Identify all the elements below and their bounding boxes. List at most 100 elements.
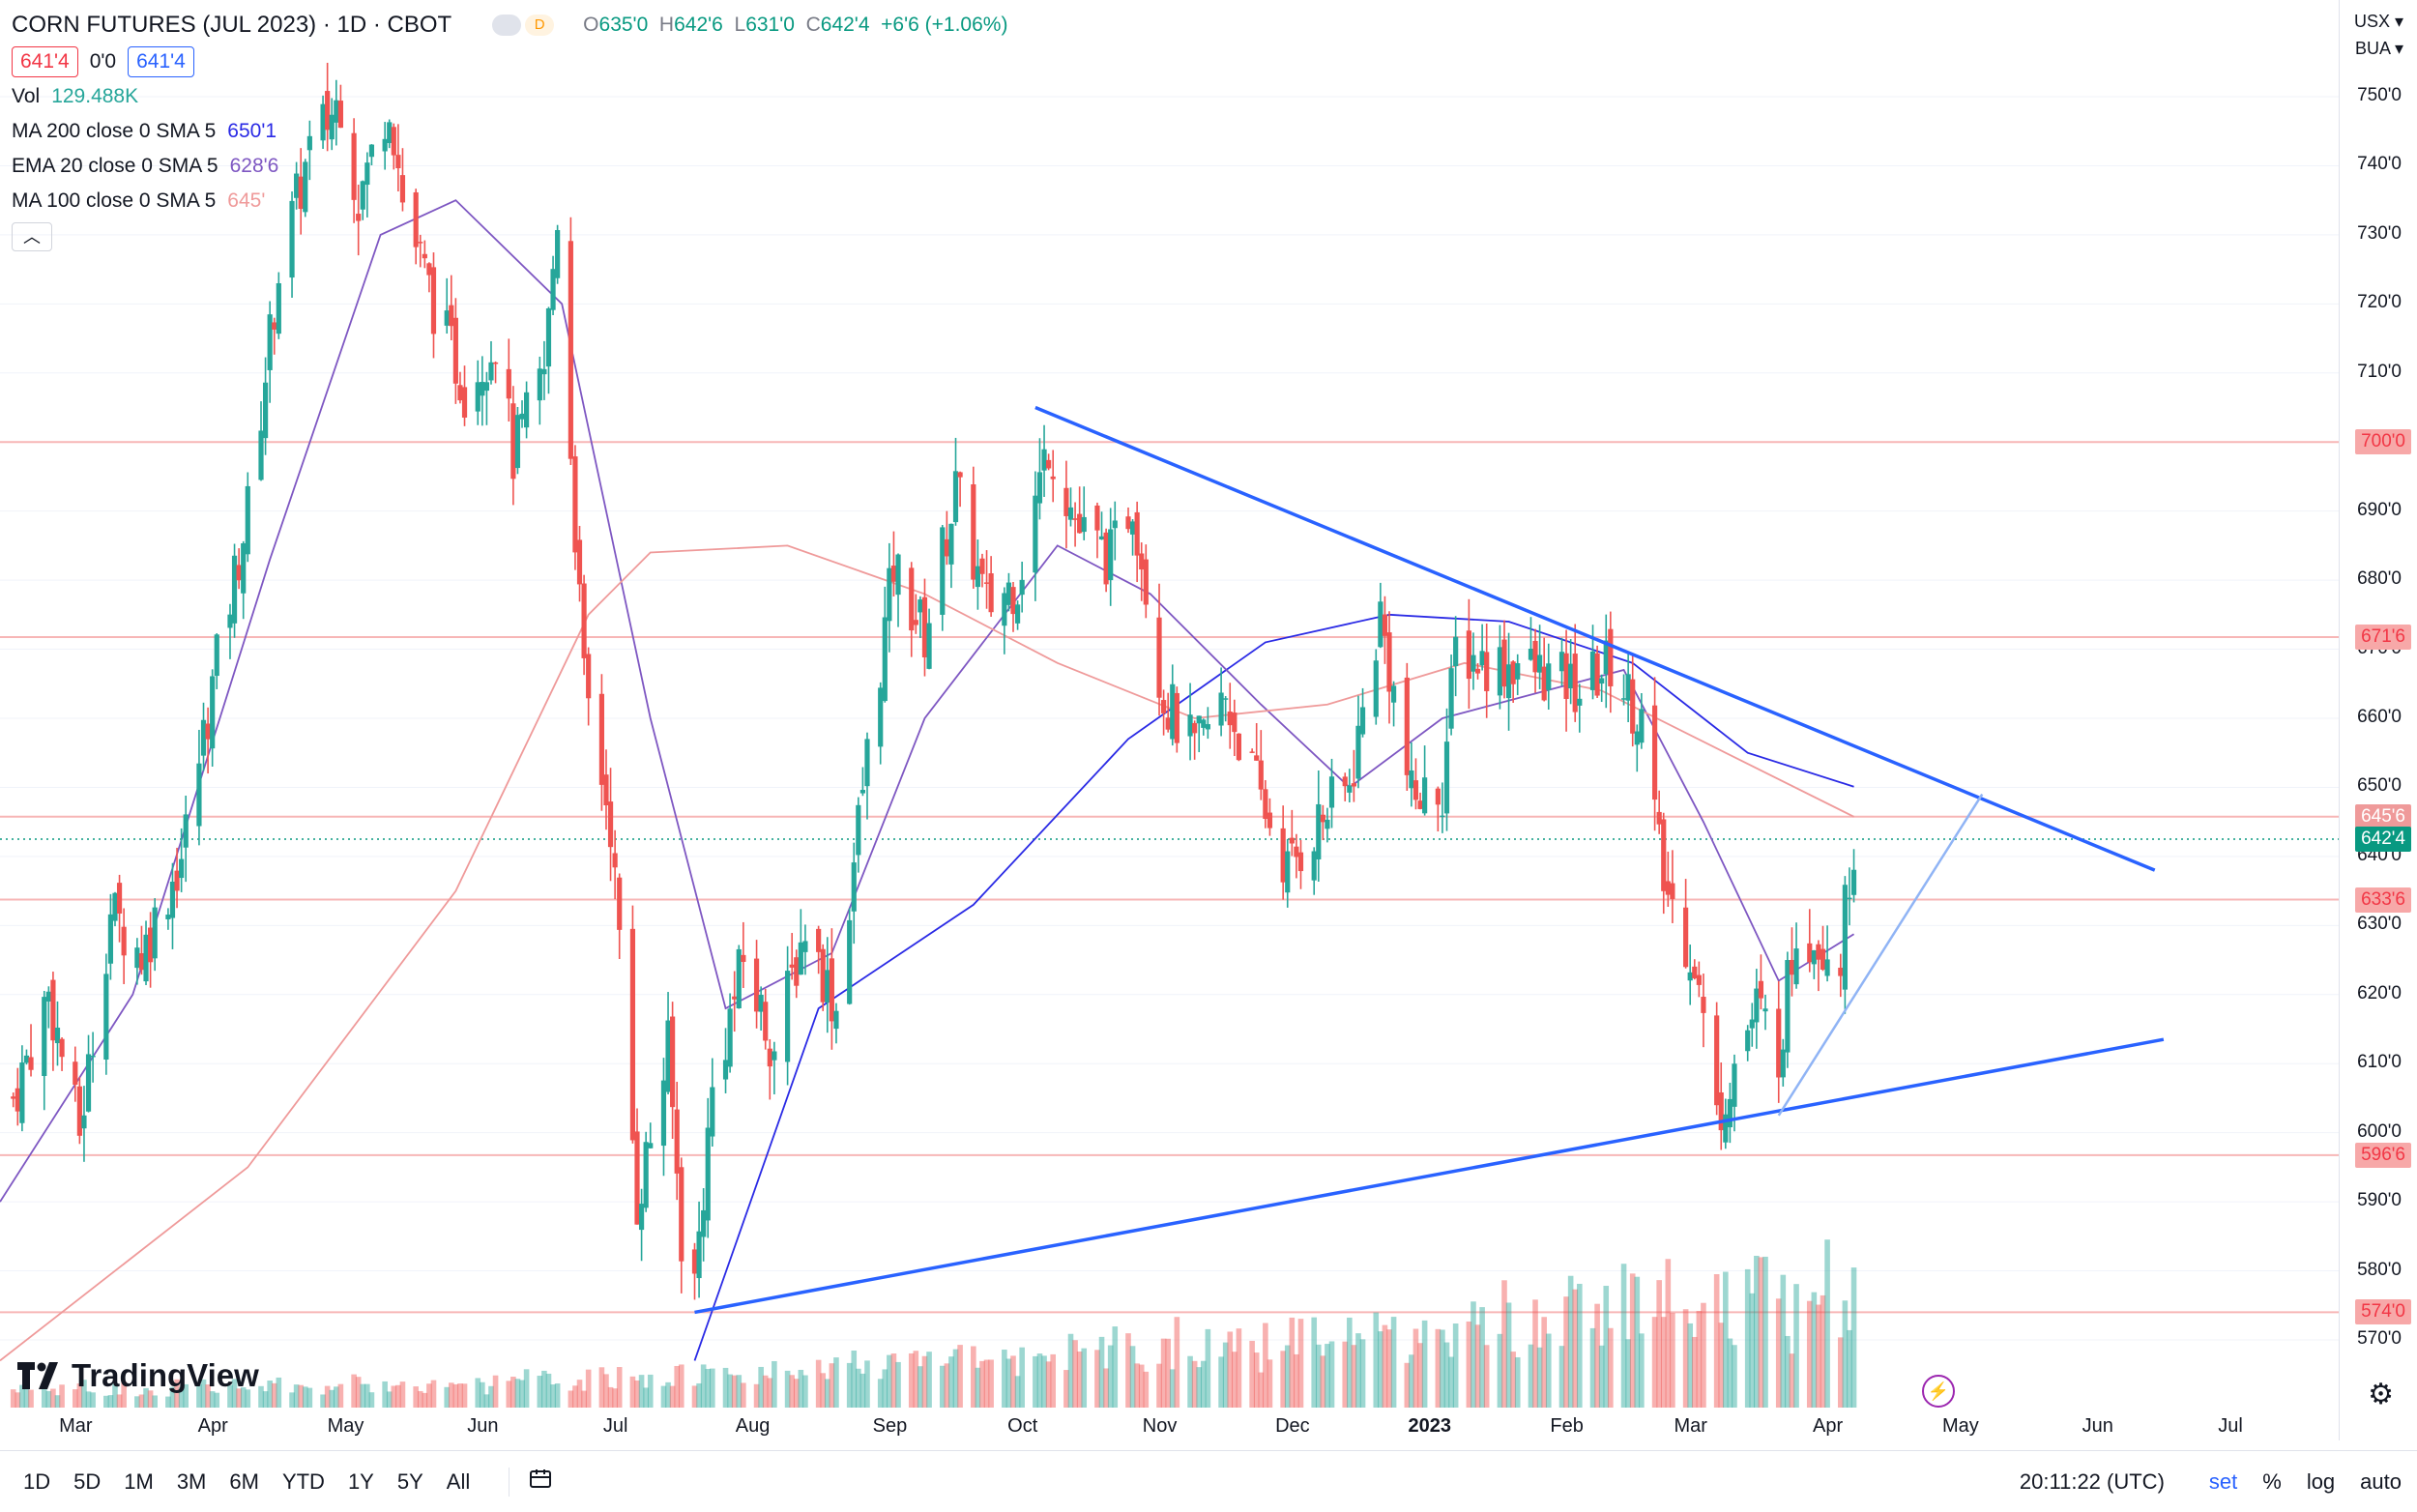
volume-bar [674, 1365, 680, 1408]
ask-price[interactable]: 641'4 [128, 46, 194, 77]
indicator-ma200[interactable]: MA 200 close 0 SMA 5 650'1 [12, 120, 277, 142]
time-tick-label: Aug [735, 1415, 771, 1437]
log-toggle[interactable]: log [2306, 1468, 2336, 1494]
bid-price[interactable]: 641'4 [12, 46, 78, 77]
trendline [1034, 405, 2156, 872]
volume-bar [908, 1352, 915, 1408]
volume-bar [820, 1373, 827, 1408]
candle-body [1014, 604, 1021, 624]
candle-body [483, 382, 490, 392]
volume-bar [1005, 1358, 1012, 1408]
candle-body [1718, 1091, 1724, 1131]
currency-selector[interactable]: USX ▾ BUA ▾ [2353, 12, 2403, 58]
candle-body [387, 122, 393, 144]
tf-5y[interactable]: 5Y [396, 1468, 423, 1494]
auto-toggle[interactable]: auto [2360, 1468, 2402, 1494]
volume-bar [488, 1385, 494, 1408]
tf-5d[interactable]: 5D [73, 1468, 102, 1494]
volume-bar [767, 1378, 773, 1408]
candle-body [1714, 1015, 1720, 1106]
volume-bar [289, 1392, 295, 1408]
set-toggle[interactable]: set [2208, 1468, 2238, 1494]
toggle-a[interactable] [492, 15, 522, 36]
time-tick-label: Apr [1813, 1415, 1844, 1437]
candle-body [1033, 495, 1038, 573]
volume-bar [660, 1385, 667, 1408]
percent-toggle[interactable]: % [2262, 1468, 2282, 1494]
candle-body [691, 1249, 698, 1274]
volume-bar [514, 1379, 521, 1408]
candle-body [1558, 652, 1565, 672]
volume-bar [1002, 1350, 1007, 1408]
tf-3m[interactable]: 3M [176, 1468, 207, 1494]
candle-body [196, 763, 202, 827]
time-tick-label: Apr [197, 1415, 228, 1437]
lightning-icon[interactable]: ⚡ [1922, 1375, 1955, 1408]
time-axis[interactable]: Mar Apr May Jun Jul Aug Sep Oct Nov Dec 2023 Feb Mar… [0, 1408, 2340, 1446]
candle-body [1297, 852, 1304, 872]
candle-body [957, 472, 963, 478]
indicator-vol[interactable]: Vol 129.488K [12, 85, 139, 107]
volume-bar [1723, 1271, 1729, 1408]
volume-bar [519, 1380, 525, 1408]
volume-bar [444, 1386, 451, 1408]
volume-bar [200, 1379, 207, 1408]
volume-bar [979, 1360, 985, 1408]
volume-bar [59, 1384, 65, 1408]
volume-bar [1412, 1328, 1419, 1408]
legend: CORN FUTURES (JUL 2023) · 1D · CBOT D O6… [12, 8, 1007, 251]
candle-body [1201, 719, 1207, 728]
candle-body [1630, 679, 1636, 734]
candle-body [1280, 828, 1286, 883]
tf-6m[interactable]: 6M [229, 1468, 259, 1494]
volume-bar [1200, 1360, 1207, 1408]
tf-1y[interactable]: 1Y [347, 1468, 374, 1494]
calendar-range-icon[interactable] [509, 1467, 554, 1497]
candle-body [1409, 770, 1414, 789]
trendlines[interactable] [694, 405, 2165, 1315]
candle-body [200, 719, 207, 756]
candle-body [227, 614, 233, 628]
candle-body [152, 907, 158, 959]
volume-bar [1134, 1363, 1140, 1408]
chevron-up-icon[interactable]: ︿ [12, 222, 52, 251]
volume-bar [1165, 1338, 1171, 1408]
volume-bar [1754, 1255, 1760, 1408]
gear-icon[interactable]: ⚙ [2368, 1379, 2394, 1410]
volume-bar [877, 1379, 884, 1408]
candle-body [550, 269, 556, 310]
tf-all[interactable]: All [446, 1468, 471, 1494]
candle-body [1670, 883, 1675, 899]
candle-body [452, 317, 458, 384]
candle-body [1098, 536, 1105, 540]
candle-body [1471, 654, 1476, 672]
volume-bar [1138, 1364, 1145, 1408]
candle-body [73, 1061, 78, 1085]
candle-body [763, 1002, 769, 1041]
symbol-title[interactable]: CORN FUTURES (JUL 2023) · 1D · CBOT [12, 12, 452, 38]
indicator-ma100[interactable]: MA 100 close 0 SMA 5 645' [12, 189, 266, 212]
volume-bar [1063, 1370, 1069, 1408]
candle-body [1745, 1030, 1751, 1052]
candle-body [758, 994, 764, 1012]
volume-bar [616, 1367, 623, 1408]
clock[interactable]: 20:11:22 (UTC) [2019, 1468, 2165, 1494]
volume-bar [793, 1379, 800, 1408]
tf-1m[interactable]: 1M [124, 1468, 154, 1494]
indicator-ema20[interactable]: EMA 20 close 0 SMA 5 628'6 [12, 155, 279, 177]
volume-bar [1775, 1298, 1782, 1408]
price-axis[interactable]: USX ▾ BUA ▾ 750'0 740'0 730'0 720'0 710'0 700… [2339, 0, 2417, 1440]
tf-ytd[interactable]: YTD [281, 1468, 325, 1494]
toggle-d[interactable]: D [525, 15, 555, 36]
candle-body [395, 155, 401, 169]
price-tag: 645'6 [2355, 803, 2411, 829]
candle-body [426, 263, 432, 276]
price-chart[interactable] [0, 0, 2417, 1450]
tf-1d[interactable]: 1D [23, 1468, 51, 1494]
price-tick-label: 660'0 [2357, 707, 2402, 727]
volume-bar [492, 1375, 499, 1408]
volume-bar [1129, 1346, 1136, 1408]
volume-bar [1404, 1362, 1411, 1408]
volume-bar [1094, 1350, 1100, 1408]
candle-body [418, 242, 423, 244]
